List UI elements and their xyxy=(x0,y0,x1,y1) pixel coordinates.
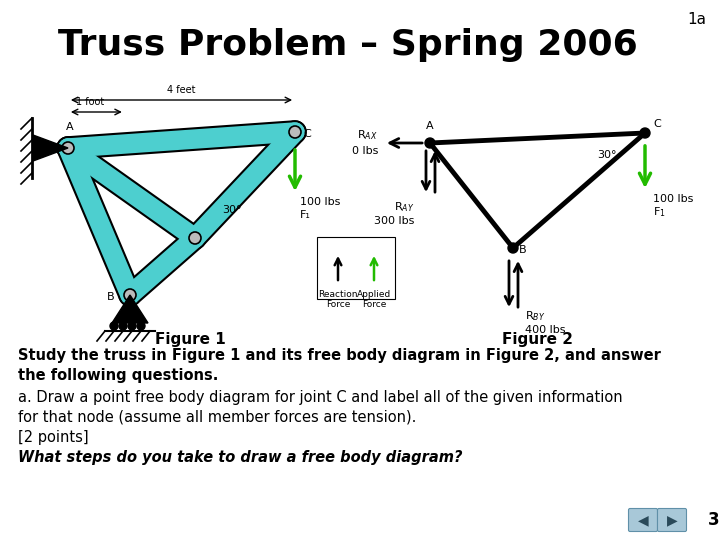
Text: ◀: ◀ xyxy=(638,513,648,527)
Text: 400 lbs: 400 lbs xyxy=(525,325,565,335)
Circle shape xyxy=(425,138,435,148)
Text: 30°: 30° xyxy=(598,150,617,160)
Text: 1 foot: 1 foot xyxy=(76,97,104,107)
FancyBboxPatch shape xyxy=(657,509,686,531)
Text: R$_{AX}$: R$_{AX}$ xyxy=(357,128,378,142)
Text: 0 lbs: 0 lbs xyxy=(351,146,378,156)
Text: B: B xyxy=(107,292,114,302)
Text: Truss Problem – Spring 2006: Truss Problem – Spring 2006 xyxy=(58,28,638,62)
Text: a. Draw a point free body diagram for joint C and label all of the given informa: a. Draw a point free body diagram for jo… xyxy=(18,390,623,444)
Text: 30°: 30° xyxy=(222,205,242,215)
Text: R$_{BY}$: R$_{BY}$ xyxy=(525,309,546,323)
Text: Study the truss in Figure 1 and its free body diagram in Figure 2, and answer
th: Study the truss in Figure 1 and its free… xyxy=(18,348,661,383)
Text: Figure 2: Figure 2 xyxy=(502,332,572,347)
Text: B: B xyxy=(519,245,526,255)
Circle shape xyxy=(124,289,136,301)
Circle shape xyxy=(110,322,118,330)
Text: Applied
Force: Applied Force xyxy=(357,290,391,309)
Circle shape xyxy=(640,128,650,138)
Text: ▶: ▶ xyxy=(667,513,678,527)
Text: 100 lbs: 100 lbs xyxy=(653,194,693,204)
Polygon shape xyxy=(112,295,148,323)
Circle shape xyxy=(508,243,518,253)
Text: 4 feet: 4 feet xyxy=(167,85,196,95)
Text: F₁: F₁ xyxy=(300,210,311,220)
Circle shape xyxy=(189,232,201,244)
Text: 1a: 1a xyxy=(687,12,706,27)
Text: A: A xyxy=(66,122,74,132)
Text: 3: 3 xyxy=(708,511,719,529)
Text: 300 lbs: 300 lbs xyxy=(374,216,414,226)
Text: 100 lbs: 100 lbs xyxy=(300,197,341,207)
Circle shape xyxy=(128,322,136,330)
Circle shape xyxy=(289,126,301,138)
Text: What steps do you take to draw a free body diagram?: What steps do you take to draw a free bo… xyxy=(18,450,462,465)
Text: F$_1$: F$_1$ xyxy=(653,205,666,219)
Text: Reaction
Force: Reaction Force xyxy=(318,290,358,309)
Circle shape xyxy=(137,322,145,330)
Text: Figure 1: Figure 1 xyxy=(155,332,225,347)
Text: A: A xyxy=(426,121,434,131)
Circle shape xyxy=(62,142,74,154)
FancyBboxPatch shape xyxy=(317,237,395,299)
Text: C: C xyxy=(303,129,311,139)
FancyBboxPatch shape xyxy=(629,509,657,531)
Text: C: C xyxy=(653,119,661,129)
Text: R$_{AY}$: R$_{AY}$ xyxy=(394,200,414,214)
Polygon shape xyxy=(33,135,68,161)
Circle shape xyxy=(119,322,127,330)
